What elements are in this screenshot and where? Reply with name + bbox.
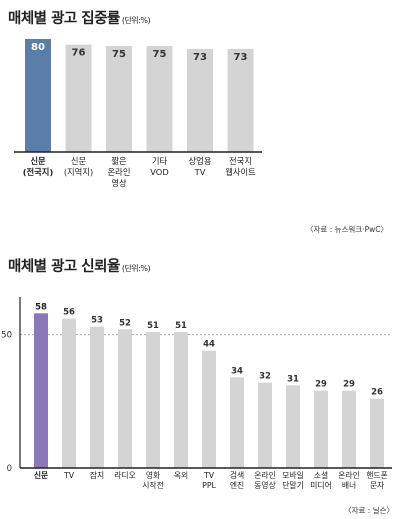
- chart2-bar-11: [342, 390, 356, 468]
- chart2-value-label-0: 58: [35, 302, 47, 312]
- chart2-category-label-9-0: 모바일: [282, 470, 304, 480]
- chart1-bar-0: [25, 39, 51, 152]
- chart2-category-label-4-0: 영화: [146, 470, 160, 480]
- chart1-value-label-3: 75: [153, 49, 167, 60]
- chart2-bar-1: [62, 318, 76, 468]
- chart2-category-label-7-1: 엔진: [230, 480, 244, 490]
- chart2-title-block: 매체별 광고 신뢰율 (단위:%): [8, 255, 151, 276]
- chart1-category-label-5-0: 전국지: [229, 156, 252, 166]
- chart2-category-label-11-0: 온라인: [338, 470, 360, 480]
- chart1-unit: (단위:%): [121, 16, 151, 25]
- chart2-bar-12: [370, 398, 384, 468]
- chart1-bar-3: [146, 46, 173, 152]
- chart1-category-label-3-0: 기타: [152, 156, 168, 166]
- chart2-category-label-8-0: 온라인: [254, 470, 276, 480]
- chart2-value-label-4: 51: [147, 321, 159, 331]
- chart2-bar-7: [230, 377, 244, 468]
- chart1-category-label-3-1: VOD: [150, 167, 168, 177]
- chart2-bar-5: [174, 332, 188, 468]
- chart2-value-label-5: 51: [175, 321, 187, 331]
- chart2-ytick-label-1: 50: [1, 331, 12, 341]
- chart2-category-label-0-0: 신문: [34, 470, 48, 480]
- chart2-value-label-2: 53: [91, 316, 103, 326]
- chart2-bar-4: [146, 332, 160, 468]
- chart2-source: 〈자료 : 닐슨〉: [344, 506, 394, 515]
- chart1-title: 매체별 광고 집중률: [8, 11, 120, 27]
- chart1-value-label-0: 80: [31, 42, 45, 53]
- chart1-title-block: 매체별 광고 집중률 (단위:%): [8, 7, 151, 28]
- chart1-bar-4: [187, 48, 213, 153]
- chart2-value-label-9: 31: [287, 374, 299, 384]
- chart1-category-label-5-1: 웹사이트: [225, 167, 256, 177]
- chart2-category-label-3-0: 라디오: [114, 471, 136, 480]
- chart2-value-label-3: 52: [119, 318, 131, 328]
- chart2-category-label-11-1: 배너: [342, 480, 356, 490]
- chart2-category-label-6-1: PPL: [202, 481, 216, 490]
- chart2-value-label-12: 26: [371, 388, 383, 398]
- chart2-value-label-10: 29: [315, 380, 327, 390]
- chart2-unit: (단위:%): [121, 264, 151, 273]
- chart1-category-label-0-0: 신문: [30, 156, 46, 166]
- chart2-value-label-11: 29: [343, 380, 355, 390]
- chart2-category-label-4-1: 시작전: [142, 480, 164, 490]
- chart1-category-label-4-0: 상업용: [189, 156, 212, 166]
- chart1-category-label-2-2: 영상: [111, 178, 127, 188]
- chart2-bar-9: [286, 385, 300, 468]
- chart2-category-label-12-0: 핸드폰: [366, 470, 388, 480]
- chart2-category-label-5-0: 옥외: [174, 470, 188, 480]
- chart2-category-label-12-1: 문자: [370, 481, 384, 490]
- chart1-plot: 80신문(전국지)76신문(지역지)75짧은온라인영상75기타VOD73상업용T…: [14, 39, 262, 188]
- chart1-category-label-0-1: (전국지): [23, 167, 54, 177]
- chart2-value-label-7: 34: [231, 366, 243, 376]
- chart1-category-label-4-1: TV: [194, 167, 206, 177]
- chart1-value-label-1: 76: [72, 48, 86, 59]
- chart1-source: 〈자료 : 뉴스워크·PwC〉: [306, 225, 388, 234]
- chart2-category-label-2-0: 잡지: [90, 470, 104, 480]
- chart2-bar-2: [90, 326, 104, 468]
- chart2-category-label-7-0: 검색: [230, 470, 244, 480]
- chart1-category-label-2-0: 짧은: [111, 156, 127, 166]
- chart2-bar-8: [258, 382, 272, 468]
- chart1-category-label-1-1: (지역지): [64, 167, 93, 177]
- chart2-category-label-1-0: TV: [63, 471, 75, 480]
- chart2-ytick-label-0: 0: [7, 464, 12, 474]
- chart1-bar-1: [65, 44, 92, 152]
- chart2-plot: 05058신문56TV53잡지52라디오51영화시작전51옥외44TVPPL34…: [1, 297, 392, 490]
- chart2-category-label-6-0: TV: [203, 471, 215, 480]
- chart2-value-label-6: 44: [203, 340, 215, 350]
- chart2-category-label-10-1: 미디어: [310, 480, 332, 490]
- chart1-value-label-2: 75: [112, 49, 126, 60]
- chart2-bar-0: [34, 313, 48, 468]
- chart2-title: 매체별 광고 신뢰율: [8, 259, 120, 275]
- chart2-category-label-10-0: 소셜: [314, 471, 328, 480]
- chart1-category-label-1-0: 신문: [71, 156, 87, 166]
- chart2-value-label-8: 32: [259, 372, 271, 382]
- chart1-value-label-4: 73: [193, 52, 207, 63]
- chart2-bar-10: [314, 390, 328, 468]
- chart2-value-label-1: 56: [63, 308, 75, 318]
- chart1-bar-2: [106, 46, 132, 152]
- chart1-bar-5: [227, 48, 254, 153]
- chart2-bar-6: [202, 350, 216, 468]
- chart2-category-label-8-1: 동영상: [254, 480, 276, 490]
- chart1-category-label-2-1: 온라인: [108, 167, 131, 177]
- chart2-bar-3: [118, 329, 132, 468]
- chart1-value-label-5: 73: [234, 52, 248, 63]
- chart2-category-label-9-1: 단말기: [282, 480, 304, 490]
